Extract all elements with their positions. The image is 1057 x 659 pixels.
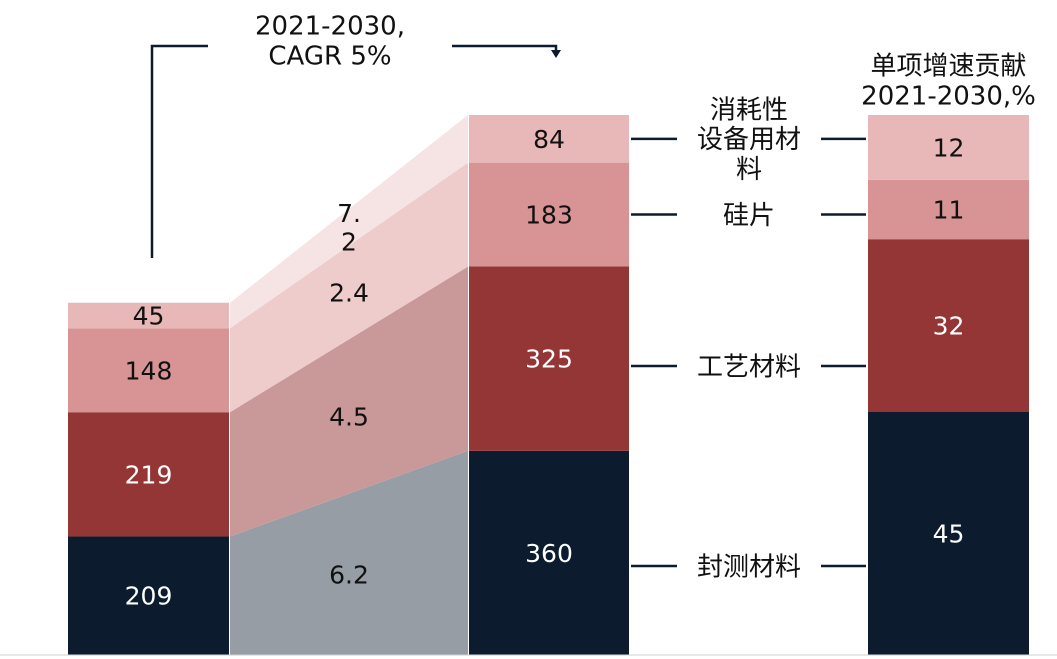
growth-bridge: [230, 115, 468, 655]
bar-value-label: 84: [533, 125, 565, 154]
contribution-segment-packaging: [868, 412, 1029, 655]
bar-segment-consumables: [469, 115, 629, 163]
bar-segment-wafer: [469, 162, 629, 267]
cagr-bracket-left: [150, 44, 208, 258]
legend-label-packaging: 封测材料: [697, 552, 801, 582]
bridge-growth-label: 7. 2: [337, 199, 361, 257]
contribution-segment-consumables: [868, 115, 1029, 180]
bar-segment-wafer: [68, 328, 229, 413]
bar-value-label: 219: [125, 460, 173, 489]
bridge-band-packaging: [230, 450, 468, 655]
contribution-value-label: 12: [933, 133, 965, 162]
bar-value-label: 45: [133, 302, 165, 331]
bar-value-label: 325: [525, 345, 573, 374]
contribution-segment-wafer: [868, 179, 1029, 240]
bar-segment-process: [68, 412, 229, 537]
bar-value-label: 183: [525, 201, 573, 230]
bridge-band-process: [230, 266, 468, 537]
contribution-value-label: 45: [933, 520, 965, 549]
contribution-value-label: 32: [933, 312, 965, 341]
legend-label-process: 工艺材料: [697, 352, 801, 382]
stacked-bars: [68, 115, 1029, 655]
contribution-value-label: 11: [933, 196, 965, 225]
bar-value-label: 148: [125, 356, 173, 385]
bar-value-label: 209: [125, 582, 173, 611]
bridge-growth-label: 2.4: [329, 278, 369, 307]
bar-segment-packaging: [469, 450, 629, 655]
contribution-segment-process: [868, 239, 1029, 412]
contribution-title: 单项增速贡献 2021-2030,%: [861, 51, 1036, 111]
bar-segment-consumables: [68, 302, 229, 329]
bridge-band-consumables: [230, 115, 468, 329]
bar-value-label: 360: [525, 539, 573, 568]
connector-lines: [150, 44, 866, 568]
legend-label-consumables: 消耗性设备用材料: [697, 95, 801, 185]
cagr-annotation: 2021-2030, CAGR 5%: [255, 11, 405, 71]
labels: 6.2 4.5 2.4 7. 2 209 219 148 45 360 325 183 84 45 32 11…: [125, 11, 1036, 610]
bar-segment-process: [469, 266, 629, 451]
legend-label-wafer: 硅片: [723, 201, 775, 231]
bridge-band-wafer: [230, 162, 468, 413]
bridge-growth-label: 4.5: [329, 402, 369, 431]
cagr-arrow-head: [551, 50, 561, 58]
bridge-growth-label: 6.2: [329, 560, 369, 589]
cagr-bracket-right: [452, 44, 558, 52]
bar-segment-packaging: [68, 536, 229, 655]
